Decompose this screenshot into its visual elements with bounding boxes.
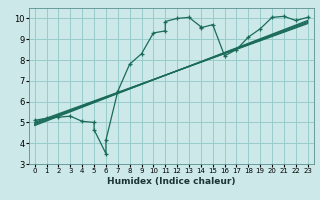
X-axis label: Humidex (Indice chaleur): Humidex (Indice chaleur) (107, 177, 236, 186)
